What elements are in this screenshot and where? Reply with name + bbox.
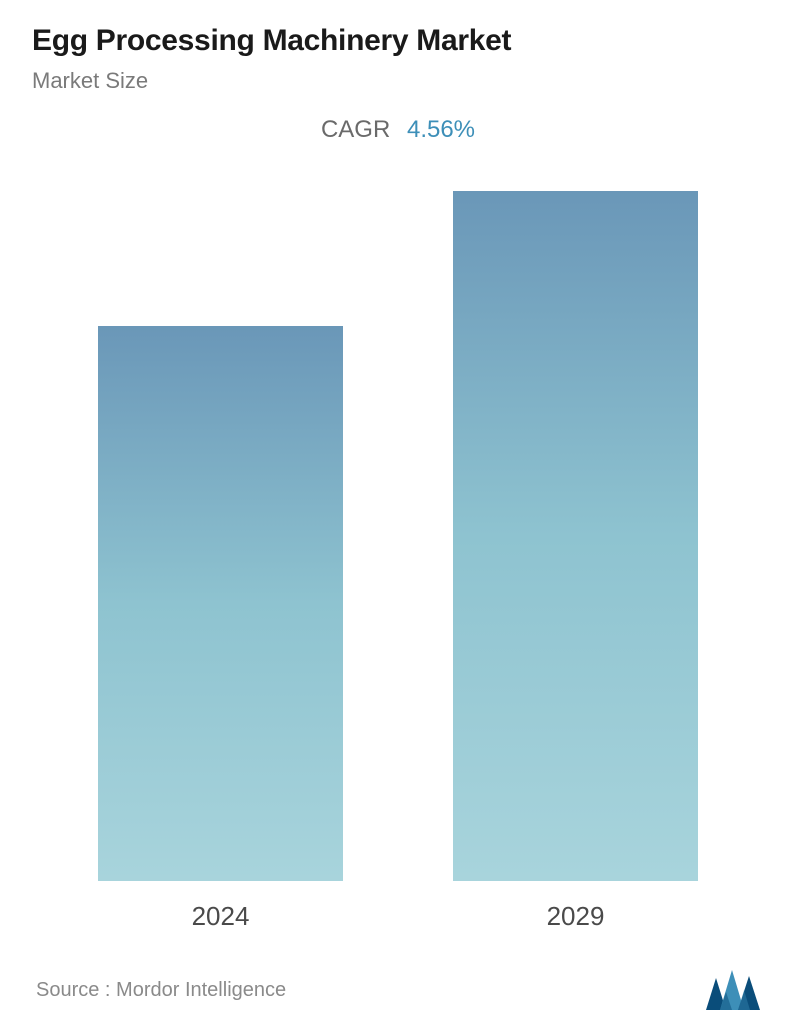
- bar-0: [98, 326, 343, 881]
- bar-group-0: 2024: [98, 326, 343, 932]
- bar-label-0: 2024: [192, 901, 250, 932]
- bar-1: [453, 191, 698, 881]
- cagr-label: CAGR: [321, 116, 390, 143]
- source-text: Source : Mordor Intelligence: [36, 979, 286, 1002]
- bar-group-1: 2029: [453, 191, 698, 932]
- cagr-value: 4.56%: [407, 116, 475, 143]
- cagr-row: CAGR 4.56%: [32, 116, 764, 144]
- bar-label-1: 2029: [547, 901, 605, 932]
- chart-area: 2024 2029: [32, 184, 764, 952]
- chart-subtitle: Market Size: [32, 68, 764, 94]
- chart-container: Egg Processing Machinery Market Market S…: [0, 0, 796, 1034]
- brand-logo-icon: [706, 970, 760, 1010]
- footer: Source : Mordor Intelligence: [32, 952, 764, 1034]
- chart-title: Egg Processing Machinery Market: [32, 24, 764, 58]
